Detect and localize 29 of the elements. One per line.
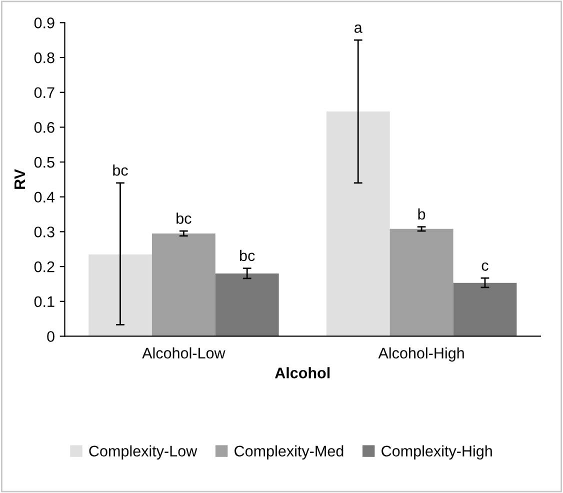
bar — [215, 274, 279, 336]
bar — [152, 233, 216, 336]
x-tick-label: Alcohol-High — [378, 347, 464, 362]
x-tick-label: Alcohol-Low — [142, 347, 226, 359]
y-tick-label: 0.4 — [34, 192, 55, 203]
y-tick-label: 0.3 — [34, 226, 54, 238]
legend-label: Complexity-High — [382, 445, 492, 460]
bar — [453, 282, 517, 336]
annotation: b — [418, 208, 426, 220]
y-tick-label: 0 — [47, 331, 54, 342]
annotation: a — [354, 24, 362, 33]
bar — [88, 254, 152, 336]
y-tick-label: 0.2 — [34, 261, 54, 272]
y-tick-label: 0.6 — [34, 122, 54, 133]
y-tick-label: 0.8 — [34, 52, 54, 64]
y-axis-title: RV — [14, 169, 26, 189]
legend-label: Complexity-Med — [234, 445, 344, 460]
y-tick-label: 0.9 — [34, 18, 54, 28]
annotation: bc — [240, 250, 255, 262]
y-tick-label: 0.7 — [34, 87, 54, 98]
annotation: c — [482, 262, 488, 271]
legend-label: Complexity-Low — [89, 445, 198, 460]
bar — [326, 112, 390, 336]
y-tick-label: 0.5 — [34, 156, 54, 168]
annotation: bc — [176, 212, 192, 224]
y-tick-label: 0.1 — [34, 296, 54, 308]
bar — [390, 228, 454, 336]
x-axis-title: Alcohol — [274, 367, 330, 378]
annotation: bc — [113, 164, 128, 176]
